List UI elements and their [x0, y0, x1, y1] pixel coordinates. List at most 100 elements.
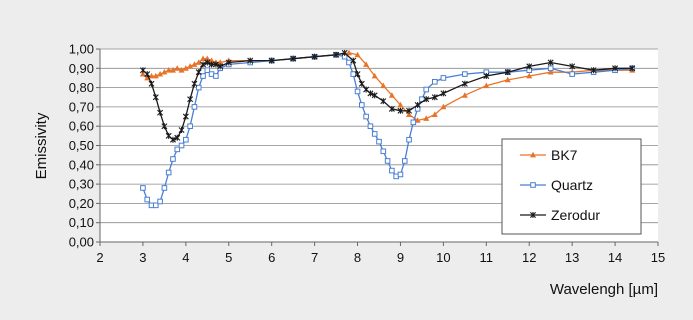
data-point-zerodur	[388, 105, 395, 112]
data-point-zerodur	[144, 71, 151, 78]
data-point-zerodur	[191, 80, 198, 87]
data-point-bk7	[504, 76, 511, 83]
data-point-bk7	[200, 55, 207, 62]
data-point-bk7	[397, 101, 404, 108]
data-point-bk7	[526, 72, 533, 79]
legend-label-quartz: Quartz	[551, 177, 593, 193]
data-point-quartz	[380, 148, 387, 155]
data-point-bk7	[371, 72, 378, 79]
data-point-bk7	[157, 70, 164, 77]
x-tick-label: 14	[608, 250, 622, 265]
x-tick-label: 2	[96, 250, 103, 265]
data-point-zerodur	[380, 98, 387, 105]
data-point-bk7	[195, 59, 202, 65]
data-point-zerodur	[182, 113, 189, 120]
data-point-bk7	[191, 61, 198, 67]
data-point-quartz	[350, 71, 357, 77]
data-point-quartz	[406, 136, 412, 143]
data-point-zerodur	[423, 96, 430, 103]
data-point-quartz	[389, 167, 395, 174]
data-point-bk7	[187, 63, 194, 69]
data-point-zerodur	[161, 123, 168, 130]
data-point-zerodur	[311, 53, 318, 60]
x-tick-label: 9	[397, 250, 404, 265]
data-point-zerodur	[212, 61, 219, 68]
series-group	[139, 49, 636, 209]
legend: BK7 Quartz Zerodur	[501, 138, 642, 235]
data-point-zerodur	[612, 65, 619, 72]
data-point-bk7	[423, 115, 430, 121]
data-point-quartz	[204, 67, 211, 74]
data-point-zerodur	[290, 55, 297, 62]
data-point-bk7	[178, 67, 185, 73]
data-point-zerodur	[397, 107, 404, 114]
data-point-bk7	[169, 67, 176, 73]
data-point-quartz	[157, 198, 163, 205]
data-point-quartz	[547, 65, 554, 72]
legend-items: BK7 Quartz Zerodur	[520, 147, 600, 223]
data-point-zerodur	[169, 136, 176, 143]
data-point-quartz	[423, 86, 430, 93]
data-point-bk7	[380, 82, 387, 89]
data-point-quartz	[174, 146, 181, 153]
data-point-zerodur	[341, 49, 348, 56]
data-point-zerodur	[174, 134, 181, 141]
y-tick-label: 0,90	[69, 61, 94, 76]
legend-marker-zerodur	[530, 212, 536, 218]
data-point-quartz	[200, 73, 206, 79]
y-axis-title: Emissivity	[33, 112, 50, 179]
x-tick-label: 4	[182, 250, 189, 265]
data-point-quartz	[432, 79, 438, 85]
data-point-bk7	[165, 67, 172, 73]
y-tick-label: 0,70	[69, 99, 94, 114]
data-point-zerodur	[440, 90, 447, 97]
data-point-quartz	[183, 136, 189, 143]
x-axis-ticks: 2 3 4 5 6 7 8 9 10 11 12 13 14 15	[96, 242, 665, 265]
data-point-quartz	[178, 142, 185, 149]
data-point-zerodur	[148, 80, 155, 87]
data-point-quartz	[153, 202, 159, 209]
x-tick-label: 8	[354, 250, 361, 265]
data-point-quartz	[195, 84, 202, 91]
x-tick-label: 6	[268, 250, 275, 265]
data-point-bk7	[345, 49, 352, 56]
data-point-quartz	[170, 156, 176, 162]
data-point-bk7	[388, 92, 395, 98]
data-point-quartz	[371, 131, 378, 137]
data-point-bk7	[547, 68, 554, 75]
legend-marker-quartz	[530, 182, 536, 188]
data-point-zerodur	[354, 71, 361, 78]
legend-item-quartz: Quartz	[520, 177, 593, 193]
data-point-bk7	[161, 68, 168, 75]
data-point-quartz	[140, 185, 146, 191]
x-tick-label: 15	[651, 250, 665, 265]
data-point-quartz	[165, 169, 172, 176]
x-tick-label: 3	[139, 250, 146, 265]
data-point-zerodur	[547, 59, 554, 66]
data-point-quartz	[354, 88, 361, 95]
y-tick-label: 0,50	[69, 138, 94, 153]
data-point-zerodur	[225, 59, 232, 66]
data-point-zerodur	[358, 80, 365, 87]
legend-item-bk7: BK7	[520, 147, 578, 163]
data-point-quartz	[359, 102, 365, 108]
data-point-quartz	[410, 119, 417, 126]
y-tick-label: 0,30	[69, 177, 94, 192]
data-point-quartz	[187, 123, 193, 130]
data-point-zerodur	[590, 67, 597, 74]
x-tick-label: 10	[436, 250, 450, 265]
data-point-quartz	[161, 185, 168, 191]
data-point-bk7	[431, 111, 438, 118]
data-point-bk7	[217, 59, 224, 65]
data-point-zerodur	[208, 61, 215, 68]
data-point-bk7	[461, 92, 468, 98]
data-point-bk7	[483, 82, 490, 89]
data-point-bk7	[148, 72, 155, 79]
data-point-zerodur	[569, 63, 576, 70]
data-point-zerodur	[483, 73, 490, 80]
data-point-zerodur	[187, 96, 194, 103]
data-point-bk7	[208, 57, 215, 63]
data-point-bk7	[440, 103, 447, 110]
series-zerodur	[139, 49, 636, 143]
data-point-bk7	[363, 61, 370, 67]
